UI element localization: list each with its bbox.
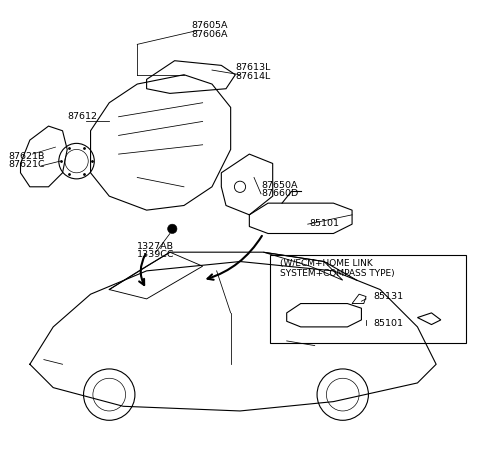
Text: 85101: 85101 [309, 219, 339, 228]
Text: 87660D: 87660D [261, 189, 298, 198]
Text: 87621C: 87621C [9, 160, 46, 170]
Text: 1339CC: 1339CC [137, 250, 175, 260]
Text: 87606A: 87606A [191, 29, 228, 39]
Text: 85131: 85131 [373, 292, 403, 301]
Text: 87614L: 87614L [235, 71, 271, 81]
Text: 87613L: 87613L [235, 63, 271, 72]
Text: 87605A: 87605A [191, 21, 228, 30]
Text: 87621B: 87621B [9, 152, 45, 161]
Text: SYSTEM+COMPASS TYPE): SYSTEM+COMPASS TYPE) [280, 269, 395, 278]
Text: 87612: 87612 [67, 112, 97, 121]
Text: 87650A: 87650A [261, 181, 298, 190]
Circle shape [168, 224, 177, 234]
Text: 85101: 85101 [373, 318, 403, 328]
Text: (W/ECM+HOME LINK: (W/ECM+HOME LINK [280, 259, 372, 269]
Text: 1327AB: 1327AB [137, 242, 174, 251]
